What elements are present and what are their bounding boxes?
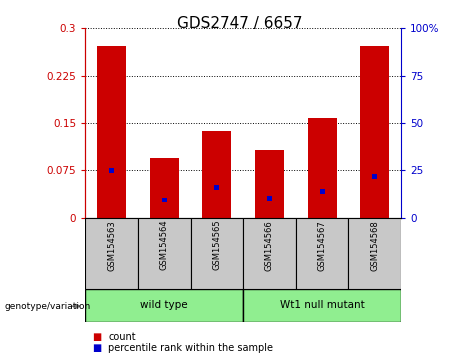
Bar [243, 218, 296, 289]
Bar [162, 198, 167, 202]
Bar [214, 185, 219, 190]
Bar [97, 46, 126, 218]
Bar [190, 218, 243, 289]
Bar [243, 289, 401, 322]
Bar [109, 168, 114, 173]
Bar [319, 189, 325, 194]
Text: genotype/variation: genotype/variation [5, 302, 91, 311]
Text: wild type: wild type [141, 300, 188, 310]
Text: GDS2747 / 6657: GDS2747 / 6657 [177, 16, 302, 31]
Text: GSM154563: GSM154563 [107, 220, 116, 270]
Bar [255, 149, 284, 218]
Bar [372, 174, 378, 179]
Bar [296, 218, 349, 289]
Text: GSM154564: GSM154564 [160, 220, 169, 270]
Bar [307, 118, 337, 218]
Bar [202, 131, 231, 218]
Bar [150, 158, 179, 218]
Bar [349, 218, 401, 289]
Text: ■: ■ [92, 332, 101, 342]
Text: ■: ■ [92, 343, 101, 353]
Bar [85, 218, 138, 289]
Text: GSM154567: GSM154567 [318, 220, 327, 270]
Text: Wt1 null mutant: Wt1 null mutant [280, 300, 365, 310]
Text: GSM154565: GSM154565 [213, 220, 221, 270]
Text: GSM154568: GSM154568 [370, 220, 379, 270]
Text: GSM154566: GSM154566 [265, 220, 274, 270]
Text: count: count [108, 332, 136, 342]
Bar [85, 289, 243, 322]
Bar [267, 196, 272, 201]
Bar [138, 218, 190, 289]
Text: percentile rank within the sample: percentile rank within the sample [108, 343, 273, 353]
Bar [361, 46, 389, 218]
